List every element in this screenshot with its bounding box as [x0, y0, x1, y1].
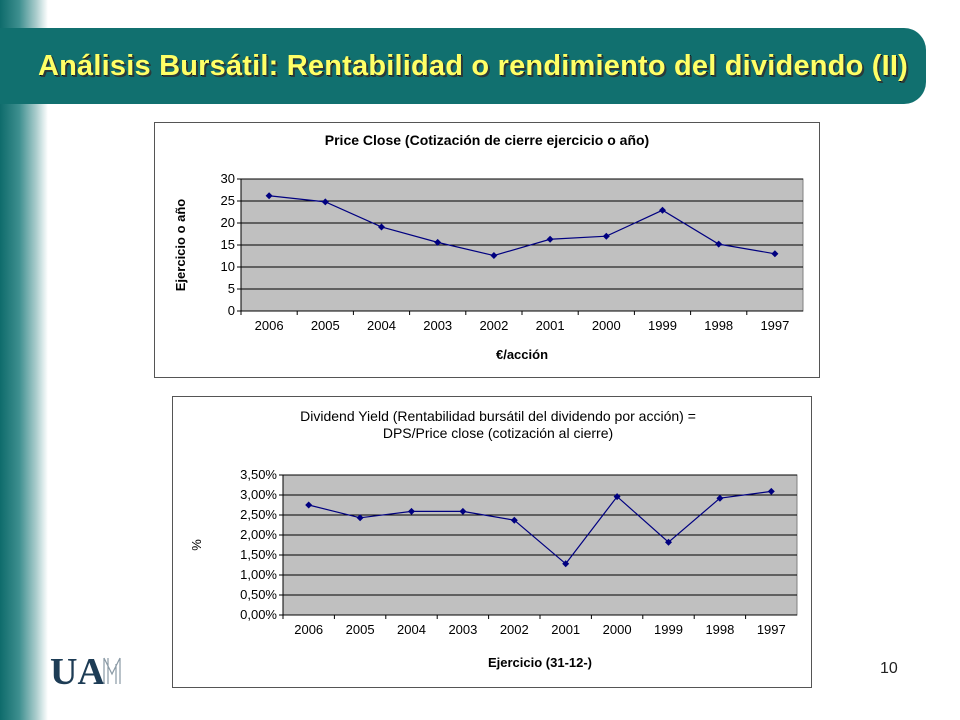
x-tick-label: 2000: [603, 622, 632, 637]
chart-subtitle: DPS/Price close (cotización al cierre): [383, 425, 613, 441]
data-point: [378, 223, 385, 231]
data-point: [771, 250, 779, 258]
y-tick-label: 3,50%: [240, 467, 277, 482]
svg-text:UA: UA: [50, 651, 105, 690]
y-tick-label: 20: [221, 215, 235, 230]
x-tick-label: 2001: [551, 622, 580, 637]
x-tick-label: 2006: [255, 318, 284, 333]
y-tick-label: 1,00%: [240, 567, 277, 582]
x-tick-label: 1997: [757, 622, 786, 637]
y-tick-label: 2,50%: [240, 507, 277, 522]
y-tick-label: 25: [221, 193, 235, 208]
x-tick-label: 2005: [311, 318, 340, 333]
price-close-chart: Price Close (Cotización de cierre ejerci…: [154, 122, 820, 378]
x-tick-label: 2000: [592, 318, 621, 333]
data-point: [613, 493, 621, 501]
slide-title: Análisis Bursátil: Rentabilidad o rendim…: [38, 50, 908, 82]
uam-logo: UA: [50, 650, 130, 693]
y-tick-label: 1,50%: [240, 547, 277, 562]
x-axis-label: Ejercicio (31-12-): [488, 655, 592, 670]
y-tick-label: 2,00%: [240, 527, 277, 542]
data-point: [716, 494, 724, 502]
data-point: [434, 238, 442, 246]
data-point: [305, 501, 313, 509]
x-tick-label: 2004: [397, 622, 426, 637]
x-tick-label: 2001: [536, 318, 565, 333]
x-tick-label: 2002: [479, 318, 508, 333]
data-point: [265, 192, 273, 200]
x-tick-label: 2002: [500, 622, 529, 637]
data-point: [510, 516, 518, 524]
y-tick-label: 0: [228, 303, 235, 318]
data-point: [767, 487, 775, 495]
y-tick-label: 0,00%: [240, 607, 277, 622]
x-axis-label: €/acción: [496, 347, 548, 362]
chart-title: Price Close (Cotización de cierre ejerci…: [325, 132, 649, 148]
y-axis-label: Ejercicio o año: [173, 199, 188, 292]
dividend-yield-chart: Dividend Yield (Rentabilidad bursátil de…: [172, 396, 812, 688]
left-decorative-band: [0, 0, 48, 720]
x-tick-label: 2004: [367, 318, 396, 333]
data-point: [659, 206, 666, 214]
y-tick-label: 30: [221, 171, 235, 186]
data-point: [602, 232, 610, 240]
chart-title: Dividend Yield (Rentabilidad bursátil de…: [300, 408, 696, 424]
y-axis-label: %: [189, 539, 204, 551]
title-bar: [0, 28, 926, 104]
series-line: [308, 490, 772, 565]
x-tick-label: 1999: [654, 622, 683, 637]
x-tick-label: 2003: [448, 622, 477, 637]
x-tick-label: 1997: [760, 318, 789, 333]
data-point: [562, 560, 570, 568]
y-tick-label: 15: [221, 237, 235, 252]
data-point: [321, 198, 329, 206]
data-point: [356, 514, 364, 522]
y-tick-label: 3,00%: [240, 487, 277, 502]
y-tick-label: 5: [228, 281, 235, 296]
x-tick-label: 1998: [705, 622, 734, 637]
data-point: [546, 235, 554, 243]
x-tick-label: 1999: [648, 318, 677, 333]
x-tick-label: 2005: [346, 622, 375, 637]
y-tick-label: 0,50%: [240, 587, 277, 602]
data-point: [715, 240, 723, 248]
x-tick-label: 2003: [423, 318, 452, 333]
series-line: [269, 195, 776, 257]
y-tick-label: 10: [221, 259, 235, 274]
page-number: 10: [880, 660, 898, 677]
plot-area: [282, 474, 798, 616]
data-point: [665, 538, 672, 546]
x-tick-label: 1998: [704, 318, 733, 333]
data-point: [490, 252, 498, 260]
x-tick-label: 2006: [294, 622, 323, 637]
